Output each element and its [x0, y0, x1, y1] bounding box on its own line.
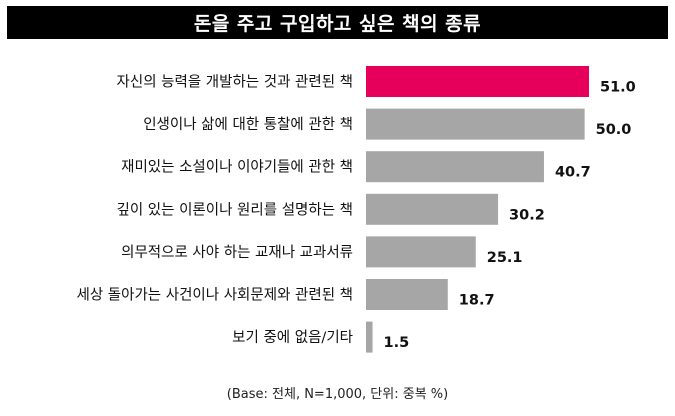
data-label: 51.0: [600, 80, 636, 96]
data-label: 1.5: [384, 335, 410, 351]
data-label: 40.7: [555, 165, 591, 181]
category-label: 의무적으로 사야 하는 교재나 교과서류: [121, 244, 353, 261]
bar: [366, 193, 499, 225]
category-label: 재미있는 소설이나 이야기들에 관한 책: [121, 159, 353, 176]
category-label: 세상 돌아가는 사건이나 사회문제와 관련된 책: [76, 287, 353, 304]
data-label: 25.1: [487, 250, 523, 266]
category-label: 인생이나 삶에 대한 통찰에 관한 책: [143, 116, 353, 133]
chart-title: 돈을 주고 구입하고 싶은 책의 종류: [7, 6, 668, 39]
data-label: 50.0: [596, 122, 632, 138]
bar: [366, 108, 585, 140]
bar: [366, 236, 476, 268]
data-label: 30.2: [509, 207, 545, 223]
category-label: 보기 중에 없음/기타: [232, 329, 353, 346]
chart-note: (Base: 전체, N=1,000, 단위: 중복 %): [226, 387, 449, 402]
category-label: 깊이 있는 이론이나 원리를 설명하는 책: [117, 201, 353, 218]
category-label: 자신의 능력을 개발하는 것과 관련된 책: [117, 74, 353, 91]
bar: [366, 321, 373, 353]
bar: [366, 279, 448, 310]
bar: [366, 151, 544, 183]
data-label: 18.7: [459, 293, 495, 309]
bar: [366, 66, 589, 97]
